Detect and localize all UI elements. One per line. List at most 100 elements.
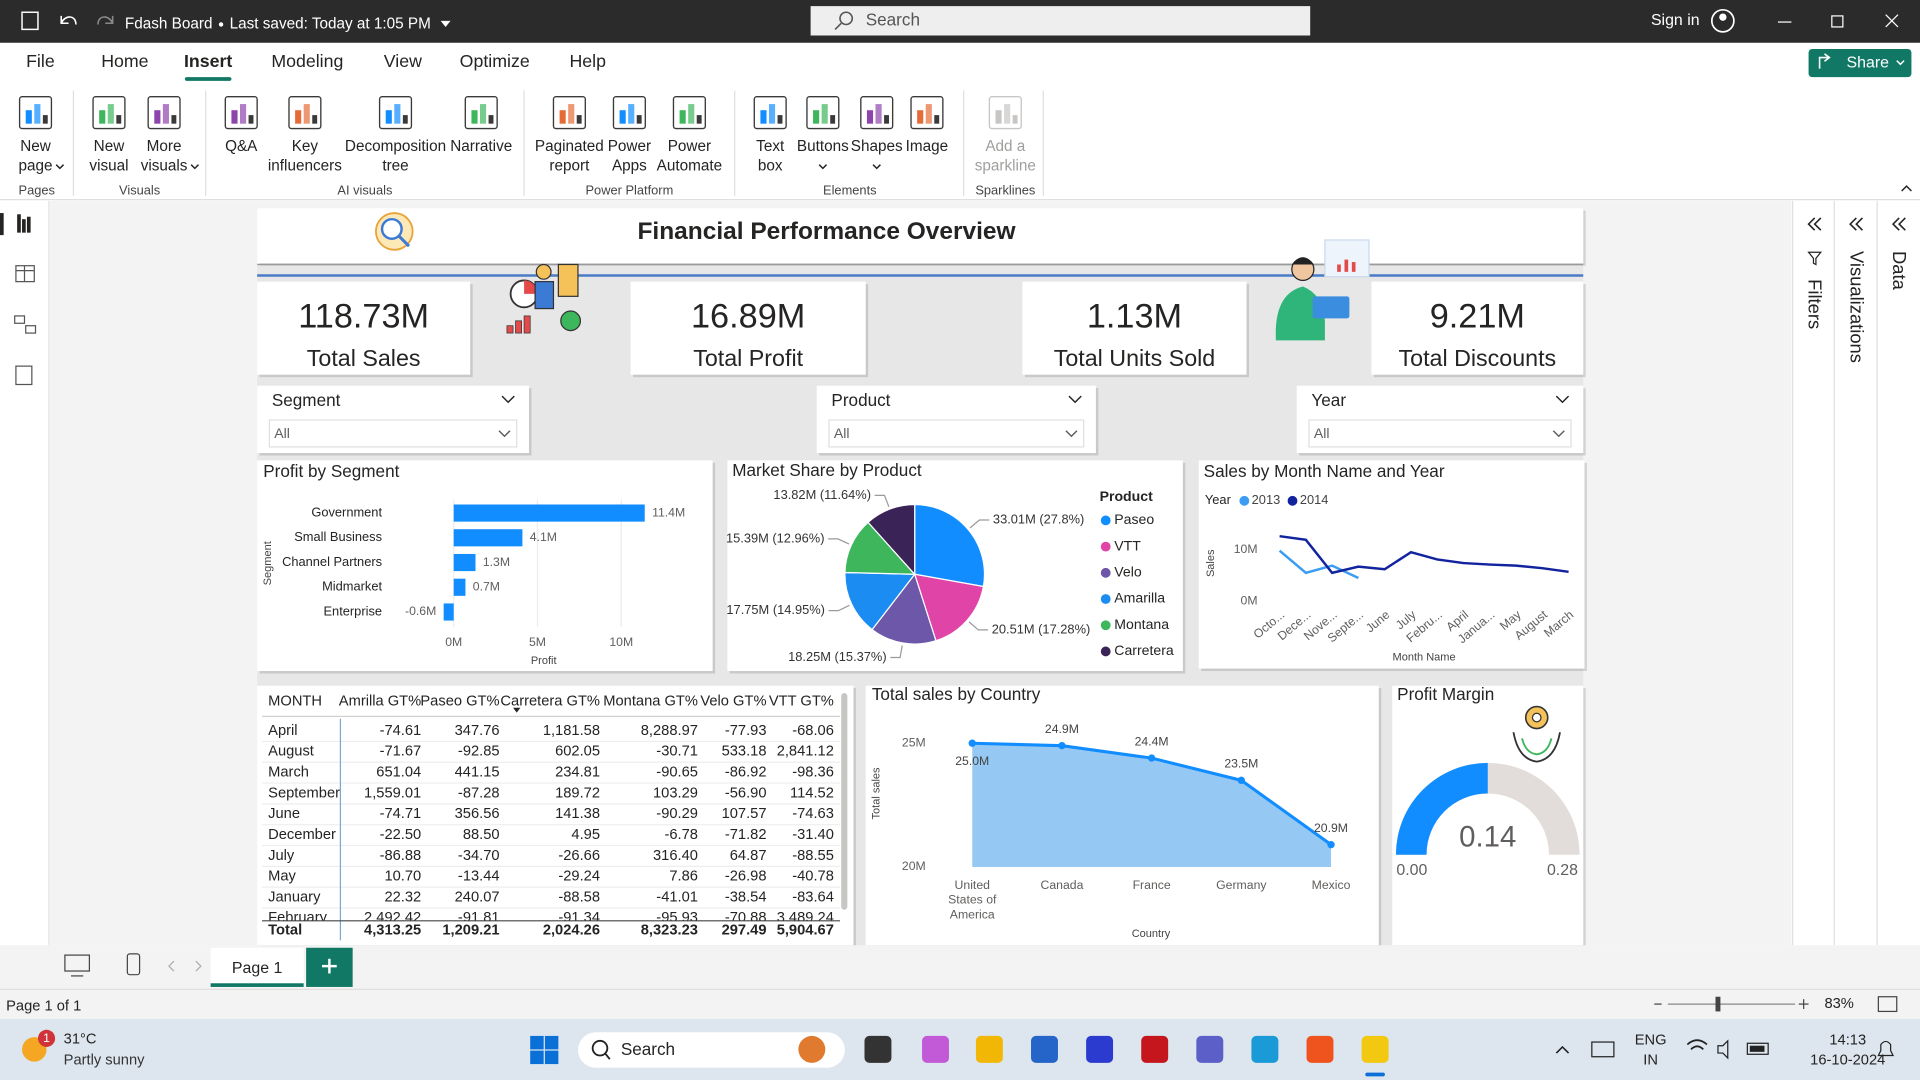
page-tab-label[interactable]: Page 1: [232, 960, 283, 977]
ribbon-icon: [162, 104, 169, 124]
ribbon-item-label[interactable]: Decomposition: [345, 138, 446, 155]
menu-tab[interactable]: Insert: [184, 51, 232, 71]
slicer-dropdown[interactable]: [268, 419, 518, 448]
slicer-dropdown[interactable]: [1308, 419, 1572, 448]
table-cell: 103.29: [653, 785, 698, 801]
search-box[interactable]: [810, 6, 1311, 36]
chevron-icon: [55, 164, 65, 170]
zoom-thumb[interactable]: [1715, 996, 1721, 1012]
taskbar-app[interactable]: [975, 1035, 1003, 1063]
ribbon-item-label[interactable]: Shapes: [851, 138, 903, 155]
pane-tab[interactable]: Visualizations: [1846, 251, 1867, 363]
data-label: 4.1M: [530, 530, 557, 544]
ribbon-item-label[interactable]: tree: [382, 158, 408, 175]
scrollbar[interactable]: [841, 693, 848, 910]
ribbon-item-label[interactable]: Key: [292, 138, 319, 155]
ribbon-item-label[interactable]: box: [758, 158, 783, 175]
ribbon-item-label[interactable]: New: [94, 138, 126, 155]
ribbon-icon: [312, 115, 318, 124]
leader-line: [968, 621, 989, 631]
slicer-value: All: [834, 425, 850, 441]
menu-tab[interactable]: Optimize: [460, 51, 530, 71]
ribbon-item-label[interactable]: New: [20, 138, 52, 155]
menu-tab[interactable]: Modeling: [271, 51, 343, 71]
data-label: 24.4M: [1135, 734, 1169, 748]
column-header[interactable]: Carretera GT%: [500, 694, 600, 710]
gauge-min-label: 0.00: [1396, 862, 1427, 879]
legend-swatch: [1287, 495, 1298, 506]
menu-tab[interactable]: Help: [569, 51, 606, 71]
x-tick-text: France: [1132, 879, 1171, 893]
column-header[interactable]: Montana GT%: [603, 694, 698, 710]
redo-icon: [97, 15, 114, 25]
taskbar-search[interactable]: [577, 1032, 845, 1068]
side-panes: [1792, 200, 1920, 946]
taskbar-app[interactable]: [1251, 1035, 1279, 1063]
column-header[interactable]: VTT GT%: [769, 694, 834, 710]
column-header[interactable]: Amrilla GT%: [339, 694, 421, 710]
ribbon-item-label[interactable]: Image: [906, 138, 949, 155]
table-cell: June: [268, 806, 300, 822]
mobile-view-icon: [126, 953, 141, 976]
fit-page-button[interactable]: [1877, 996, 1898, 1013]
ribbon-icon: [866, 110, 874, 124]
legend-title: Product: [1100, 488, 1153, 504]
restore-button[interactable]: [1831, 15, 1844, 28]
model-view-icon: [25, 325, 37, 334]
ribbon-item-label[interactable]: Narrative: [450, 138, 512, 155]
taskbar-app[interactable]: [1306, 1035, 1334, 1063]
legend-swatch: [1100, 646, 1111, 657]
menu-tab[interactable]: Home: [101, 51, 148, 71]
column-header[interactable]: Paseo GT%: [420, 694, 499, 710]
data-label: 18.25M (15.37%): [788, 649, 887, 664]
ribbon-item-label[interactable]: page: [18, 158, 52, 175]
taskbar-app[interactable]: [1196, 1035, 1224, 1063]
taskbar-app[interactable]: [1086, 1035, 1114, 1063]
start-button: [544, 1035, 559, 1050]
ribbon-icon: [480, 104, 487, 124]
slicer-title: Year: [1311, 390, 1346, 410]
table-cell: 441.15: [455, 765, 500, 781]
column-header[interactable]: Velo GT%: [700, 694, 766, 710]
page-tab[interactable]: [210, 947, 304, 987]
taskbar-app[interactable]: [1361, 1035, 1389, 1063]
share-button[interactable]: [1808, 48, 1912, 78]
pane-tab[interactable]: Filters: [1805, 279, 1826, 329]
menu-tab[interactable]: View: [384, 51, 422, 71]
ribbon-item-label[interactable]: Power: [668, 138, 711, 155]
table-cell: -30.71: [656, 744, 698, 760]
table-cell: April: [268, 723, 297, 739]
battery-icon: [1749, 1045, 1765, 1052]
taskbar-app[interactable]: [1031, 1035, 1058, 1063]
ribbon-icon: [995, 110, 1002, 124]
start-button: [530, 1035, 544, 1050]
slicer-dropdown[interactable]: [828, 419, 1085, 448]
taskbar-app[interactable]: [864, 1035, 892, 1063]
ribbon-item-label[interactable]: Automate: [657, 158, 722, 175]
ribbon-item-label[interactable]: Apps: [612, 158, 647, 175]
kpi-value: 118.73M: [298, 297, 429, 335]
ribbon-item-label[interactable]: influencers: [268, 158, 342, 175]
menu-tab[interactable]: File: [26, 51, 55, 71]
taskbar-app[interactable]: [922, 1035, 949, 1063]
ribbon-item-label[interactable]: visual: [89, 158, 128, 175]
table-cell: -38.54: [725, 889, 767, 905]
ribbon-item-label[interactable]: More: [147, 138, 182, 155]
illustration: [1351, 262, 1356, 272]
legend-label: Amarilla: [1114, 590, 1165, 606]
taskbar-app[interactable]: [1141, 1035, 1169, 1063]
pane-tab[interactable]: Data: [1889, 251, 1910, 291]
ribbon-item-label[interactable]: report: [549, 158, 590, 175]
battery-icon: [1746, 1042, 1769, 1055]
ribbon-item-label[interactable]: Power: [608, 138, 651, 155]
ribbon-item-label[interactable]: Text: [756, 138, 785, 155]
column-header[interactable]: MONTH: [268, 694, 322, 710]
ribbon-item-label[interactable]: Buttons: [797, 138, 849, 155]
ribbon-item-label[interactable]: visuals: [141, 158, 188, 175]
data-point: [1327, 840, 1335, 849]
save-icon[interactable]: [21, 11, 39, 31]
ribbon-item-label[interactable]: Q&A: [225, 138, 258, 155]
table-cell: -70.88: [725, 910, 767, 926]
ribbon-item-label[interactable]: Paginated: [535, 138, 604, 155]
sign-in[interactable]: Sign in: [1651, 12, 1700, 29]
